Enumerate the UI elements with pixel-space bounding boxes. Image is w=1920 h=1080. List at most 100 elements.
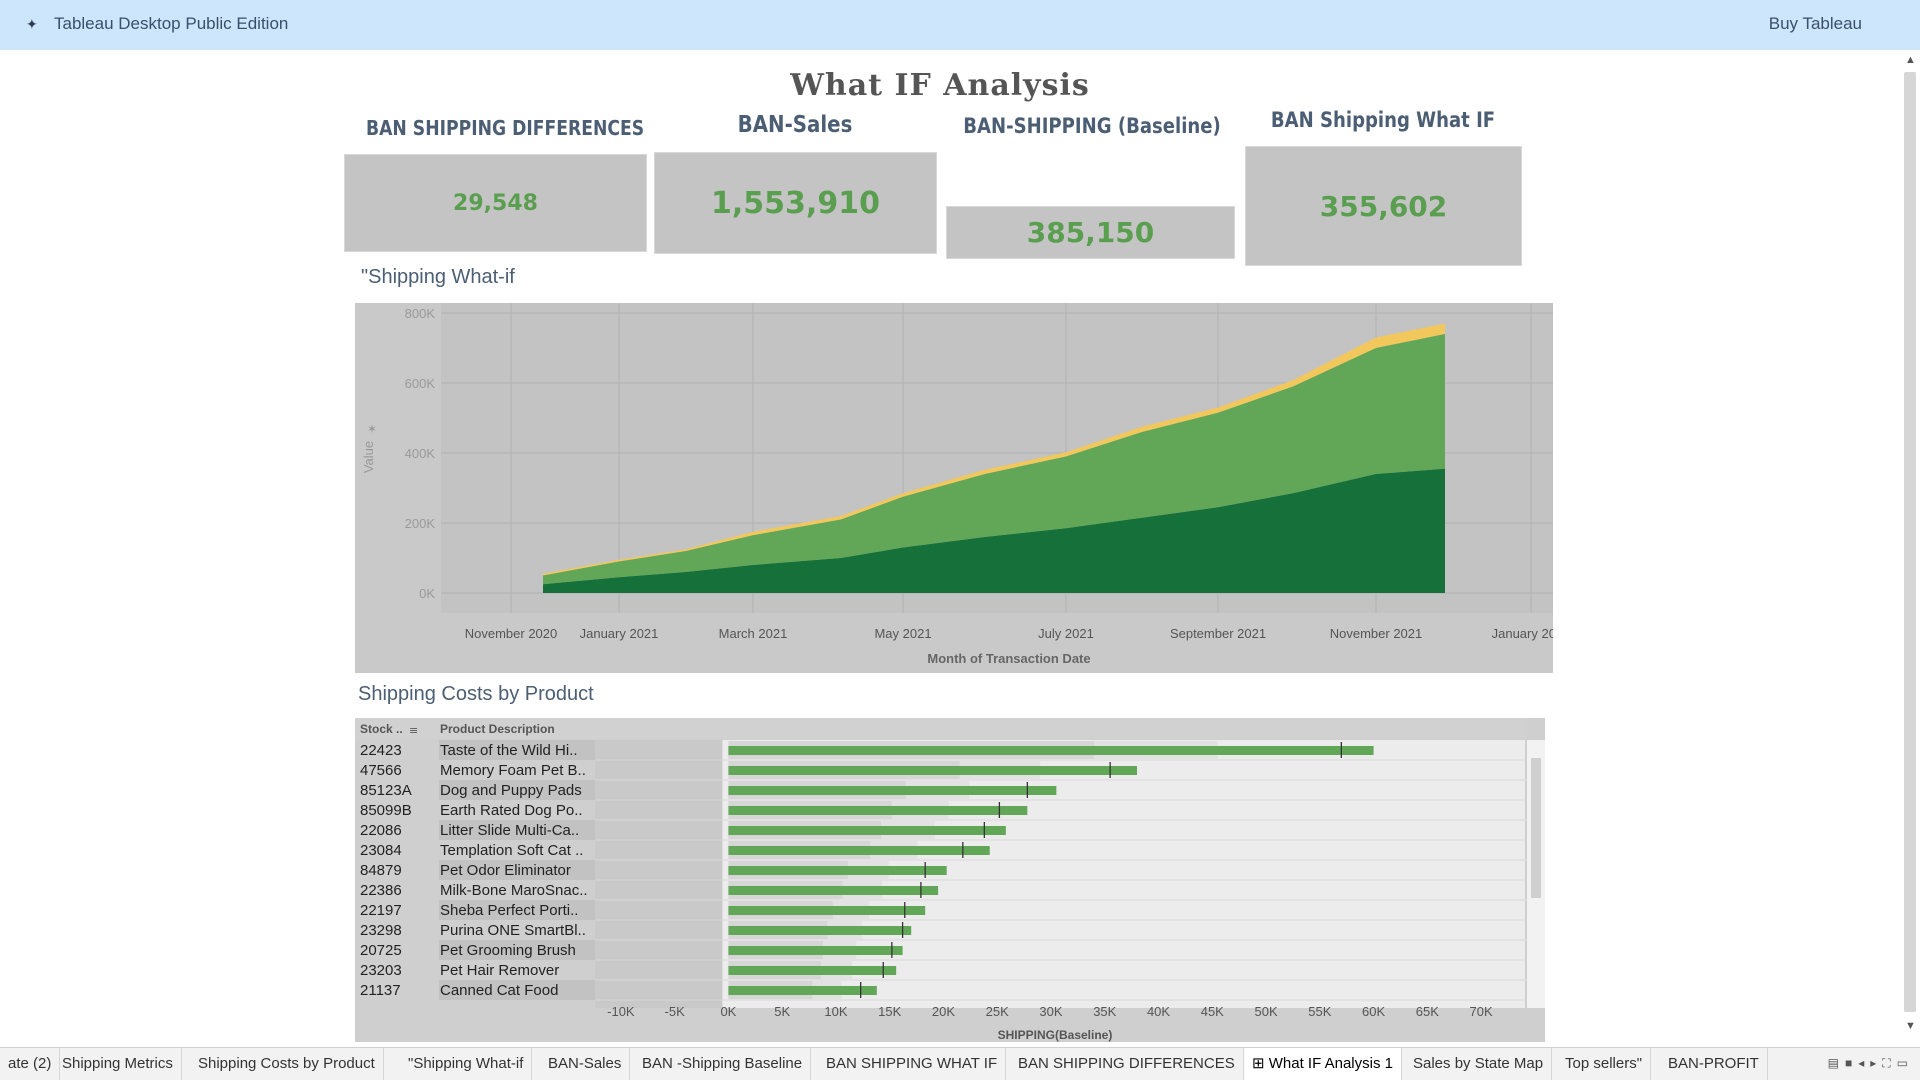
ban-shipping-differences-card[interactable]: 29,548 [344,154,647,252]
x-tick-label: 0K [720,1004,736,1019]
bar [728,906,926,915]
bar-chart-svg: Stock .. ≡ Product Description 22423 Taste o… [355,718,1527,1042]
sheet-tab[interactable]: BAN -Shipping Baseline [634,1048,812,1080]
dashboard-title: What IF Analysis [790,68,1090,103]
x-tick-label: May 2021 [874,626,931,641]
sheet-tab[interactable]: ⊞ What IF Analysis 1 [1244,1048,1402,1080]
product-cell: Purina ONE SmartBl.. [440,922,586,939]
sheet-tab[interactable]: Shipping Costs by Product [190,1048,384,1080]
product-cell-bg [439,780,595,800]
sheet-tab-label: Shipping Metrics [62,1055,173,1072]
x-tick-label: 60K [1362,1004,1385,1019]
x-tick-label: 10K [824,1004,847,1019]
stock-cell: 85123A [360,782,412,799]
product-cell: Taste of the Wild Hi.. [440,742,578,759]
stock-cell: 47566 [360,762,402,779]
ban-shipping-baseline-card[interactable]: 385,150 [946,206,1235,259]
stock-cell: 22423 [360,742,402,759]
sheet-tab[interactable]: Shipping Metrics [54,1048,182,1080]
product-cell-bg [439,900,595,920]
shipping-costs-by-product-title: Shipping Costs by Product [358,683,594,705]
x-tick-label: -10K [607,1004,635,1019]
y-tick-label: 600K [405,376,436,391]
sheet-tab-label: What IF Analysis 1 [1268,1055,1393,1072]
x-tick-label: 5K [774,1004,790,1019]
column-header-stock: Stock .. [360,722,403,736]
bar [728,786,1057,795]
sheet-tab-label: Top sellers" [1565,1055,1643,1072]
stock-cell: 22386 [360,882,402,899]
sheet-tab[interactable]: BAN-PROFIT [1660,1048,1768,1080]
tab-navigation-controls[interactable]: ▤■◂▸⛶▭ [1827,1056,1914,1070]
area-series-2 [543,334,1445,585]
sheet-tab-label: BAN -Shipping Baseline [642,1055,803,1072]
product-cell-bg [439,940,595,960]
ban-shipping-differences-value: 29,548 [453,190,538,216]
sheet-tab[interactable]: Sales by State Map [1405,1048,1553,1080]
product-list-scrollbar[interactable] [1527,740,1545,1008]
product-cell-bg [439,820,595,840]
sheet-tab[interactable]: BAN SHIPPING WHAT IF [818,1048,1007,1080]
sheet-tab[interactable]: Top sellers" [1557,1048,1652,1080]
sheet-tab-label: "Shipping What-if [408,1055,524,1072]
shipping-what-if-title: "Shipping What-if [361,266,515,288]
ban-sales-value: 1,553,910 [711,185,880,221]
product-cell: Earth Rated Dog Po.. [440,802,583,819]
sheet-tab-label: ate (2) [8,1055,52,1072]
sheet-tab[interactable]: "Shipping What-if [400,1048,533,1080]
y-tick-label: 0K [419,586,435,601]
title-bar: ✦ Tableau Desktop Public Edition Buy Tab… [0,0,1920,50]
x-tick-label: September 2021 [1170,626,1266,641]
stock-cell: 23298 [360,922,402,939]
scroll-thumb[interactable] [1904,72,1916,1012]
product-cell: Litter Slide Multi-Ca.. [440,822,579,839]
bar [728,966,897,975]
sheet-tab-label: Shipping Costs by Product [198,1055,375,1072]
product-cell: Pet Odor Eliminator [440,862,571,879]
column-header-product: Product Description [440,722,555,736]
ban-shipping-what-if-card[interactable]: 355,602 [1245,146,1522,266]
x-tick-label: 25K [986,1004,1009,1019]
stock-cell: 85099B [360,802,412,819]
sheet-tab[interactable]: BAN SHIPPING DIFFERENCES [1010,1048,1244,1080]
area-series-1 [543,468,1445,593]
stock-cell: 20725 [360,942,402,959]
ban-shipping-differences-title: BAN SHIPPING DIFFERENCES [366,116,645,140]
bar [728,766,1138,775]
x-tick-label: November 2020 [465,626,558,641]
bar [728,826,1006,835]
x-tick-label: March 2021 [719,626,788,641]
ban-shipping-what-if-title: BAN Shipping What IF [1270,108,1496,132]
sheet-tab-label: BAN SHIPPING WHAT IF [826,1055,998,1072]
x-tick-label: 70K [1470,1004,1493,1019]
x-axis-title: SHIPPING(Baseline) [998,1028,1113,1042]
bar [728,806,1028,815]
scroll-down-icon[interactable]: ▼ [1905,1020,1916,1032]
x-tick-label: -5K [665,1004,686,1019]
ban-sales-card[interactable]: 1,553,910 [654,152,937,254]
stock-cell: 84879 [360,862,402,879]
shipping-what-if-chart[interactable]: 0K 200K 400K 600K 800K November 2020 January 2… [355,303,1553,673]
shipping-costs-by-product-chart[interactable]: Stock .. ≡ Product Description 22423 Taste o… [355,718,1545,1042]
x-tick-label: 20K [932,1004,955,1019]
x-tick-label: 40K [1147,1004,1170,1019]
sheet-tab-label: BAN SHIPPING DIFFERENCES [1018,1055,1235,1072]
x-tick-label: 15K [878,1004,901,1019]
product-cell-bg [439,980,595,1000]
product-list-scroll-thumb[interactable] [1531,758,1541,898]
buy-tableau-link[interactable]: Buy Tableau [1768,14,1862,33]
bar [728,746,1374,755]
product-cell: Canned Cat Food [440,982,558,999]
y-tick-label: 400K [405,446,436,461]
sheet-tab[interactable]: ate (2) [0,1048,61,1080]
x-tick-label: 50K [1254,1004,1277,1019]
scroll-up-icon[interactable]: ▲ [1905,54,1916,66]
x-tick-label: 35K [1093,1004,1116,1019]
sheet-tab[interactable]: BAN-Sales [540,1048,631,1080]
y-tick-label: 200K [405,516,436,531]
pin-icon: ✶ [367,422,377,436]
bar [728,946,903,955]
sheet-tab-label: BAN-Sales [548,1055,622,1072]
page-scrollbar[interactable]: ▲ ▼ [1900,50,1920,1040]
product-cell: Dog and Puppy Pads [440,782,582,799]
